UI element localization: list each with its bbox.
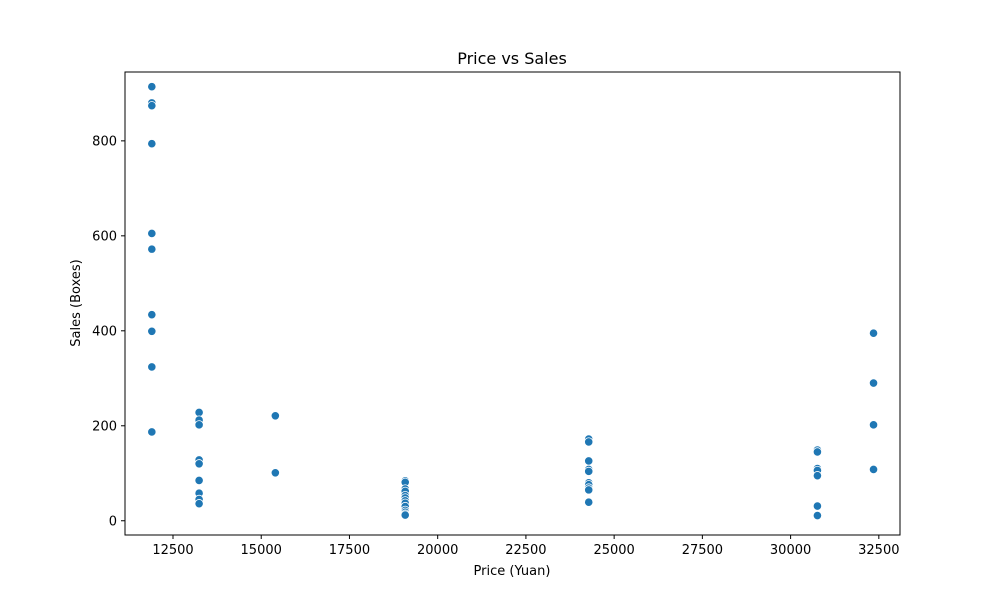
data-point — [584, 466, 594, 476]
x-tick-label: 12500 — [152, 543, 193, 558]
data-point — [868, 378, 879, 388]
data-point — [147, 228, 157, 239]
data-point — [147, 427, 157, 437]
data-point — [400, 510, 410, 520]
data-point — [270, 411, 280, 421]
x-tick-label: 30000 — [770, 543, 811, 558]
data-point — [147, 139, 157, 149]
chart-title: Price vs Sales — [457, 49, 567, 68]
y-tick-label: 600 — [92, 229, 117, 244]
data-point — [194, 420, 204, 430]
x-tick-label: 17500 — [329, 543, 370, 558]
data-point — [194, 407, 204, 418]
data-point — [584, 456, 594, 466]
data-point — [147, 310, 157, 320]
data-point — [194, 499, 204, 509]
x-tick-label: 20000 — [417, 543, 458, 558]
y-tick-label: 800 — [92, 134, 117, 149]
data-point — [868, 464, 879, 475]
data-point — [147, 101, 157, 111]
x-axis-ticks: 12500 15000 17500 20000 22500 25000 27500 30000… — [152, 535, 900, 558]
x-tick-label: 15000 — [241, 543, 282, 558]
data-point — [812, 447, 823, 457]
data-point — [812, 501, 823, 511]
data-point — [812, 471, 823, 481]
y-axis-label: Sales (Boxes) — [69, 259, 84, 346]
data-point — [270, 468, 280, 478]
data-point — [868, 420, 879, 430]
data-points — [147, 82, 879, 521]
data-point — [147, 326, 157, 336]
data-point — [147, 362, 157, 372]
data-point — [584, 437, 594, 447]
x-axis-label: Price (Yuan) — [474, 564, 551, 579]
data-point — [147, 244, 157, 254]
data-point — [812, 510, 823, 521]
y-tick-label: 0 — [109, 514, 117, 529]
y-tick-label: 400 — [92, 324, 117, 339]
x-tick-label: 22500 — [505, 543, 546, 558]
x-tick-label: 25000 — [593, 543, 634, 558]
y-tick-label: 200 — [92, 419, 117, 434]
data-point — [147, 82, 157, 92]
data-point — [584, 485, 594, 495]
data-point — [194, 475, 204, 485]
x-tick-label: 32500 — [858, 543, 899, 558]
data-point — [194, 459, 204, 469]
y-axis-ticks: 0 200 400 600 800 — [92, 134, 125, 529]
x-tick-label: 27500 — [682, 543, 723, 558]
data-point — [868, 328, 879, 338]
data-point — [584, 497, 594, 507]
plot-area — [124, 71, 901, 536]
